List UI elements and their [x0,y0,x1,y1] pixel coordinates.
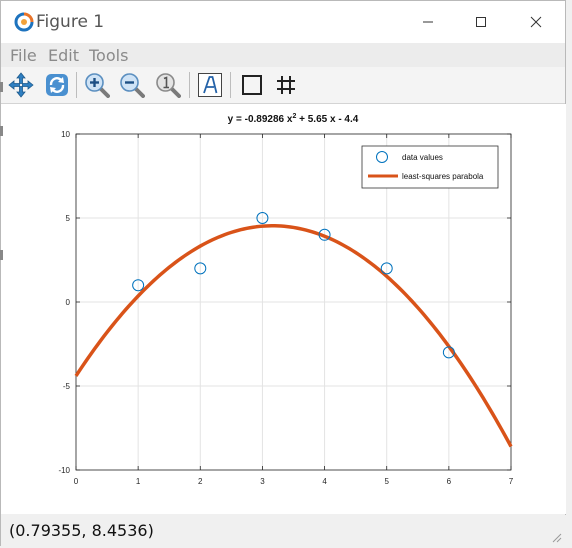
y-tick-label: 5 [66,214,71,223]
legend-label-data-values: data values [402,153,443,162]
x-tick-label: 7 [509,477,514,486]
close-button[interactable] [522,9,550,35]
x-tick-label: 1 [136,477,141,486]
y-tick-label: 0 [66,298,71,307]
series [74,212,513,448]
toolbar-separator [189,72,190,98]
box-button[interactable] [237,70,267,100]
zoom-out-button[interactable] [117,70,147,100]
parabola-line [74,224,513,448]
menu-file[interactable]: File [10,46,37,65]
rotate-icon [46,74,68,96]
pointer-coordinates: (0.79355, 8.4536) [9,521,154,540]
data-point [256,212,269,224]
menu-bar: File Edit Tools [1,43,565,67]
data-point [442,346,455,359]
matlab-logo-icon [14,12,34,32]
data-point [318,228,331,241]
grid-button[interactable] [271,70,301,100]
status-bar: (0.79355, 8.4536) [1,515,566,546]
resize-grip-icon[interactable] [550,531,562,543]
maximize-button[interactable] [467,9,495,35]
pan-button[interactable] [6,70,36,100]
background-window-edge [0,250,3,260]
maximize-icon [476,17,486,27]
menu-edit[interactable]: Edit [48,46,79,65]
reset-view-button[interactable] [153,70,183,100]
toolbar [1,67,565,104]
chart-title: y = -0.89286 x2 + 5.65 x - 4.4 [228,113,359,125]
title-superscript: 2 [292,113,296,120]
toolbar-separator [230,72,231,98]
legend-label-parabola: least-squares parabola [402,172,484,181]
window-title: Figure 1 [36,12,105,32]
insert-text-button[interactable] [195,70,225,100]
y-tick-label: -10 [58,466,70,475]
plot-area[interactable]: y = -0.89286 x2 + 5.65 x - 4.4 0 1 2 3 4 5 6 7-… [1,104,566,514]
menu-tools[interactable]: Tools [89,46,129,65]
pan-icon [8,72,34,98]
y-tick-label: -5 [63,382,71,391]
close-icon [530,16,542,28]
legend-box [361,145,499,189]
title-main: y = -0.89286 x [228,114,293,125]
data-point [132,279,145,292]
legend-marker-data-values [376,151,388,163]
data-point [194,262,207,275]
background-window-edge [0,126,3,136]
zoom-out-icon [120,73,145,98]
x-tick-label: 3 [260,477,265,486]
x-tick-label: 0 [74,477,79,486]
legend[interactable]: data values least-squares parabola [361,145,499,189]
reset-view-icon [156,73,181,98]
x-tick-label: 6 [447,477,452,486]
zoom-in-button[interactable] [82,70,112,100]
x-tick-label: 2 [198,477,203,486]
minimize-button[interactable] [414,9,442,35]
toolbar-separator [76,72,77,98]
grid-icon [277,76,295,94]
x-tick-label: 4 [322,477,327,486]
box-icon [242,75,262,95]
data-point [380,262,393,275]
insert-text-icon [198,73,222,97]
title-tail: + 5.65 x - 4.4 [296,114,358,125]
background-window-edge [0,82,3,92]
axes: 0 1 2 3 4 5 6 7 -10 -5 0 5 10 [58,130,513,486]
minimize-icon [423,21,433,23]
x-tick-label: 5 [384,477,389,486]
y-tick-label: 10 [61,130,70,139]
title-bar[interactable]: Figure 1 [1,1,565,43]
zoom-in-icon [85,73,110,98]
rotate-button[interactable] [42,70,72,100]
